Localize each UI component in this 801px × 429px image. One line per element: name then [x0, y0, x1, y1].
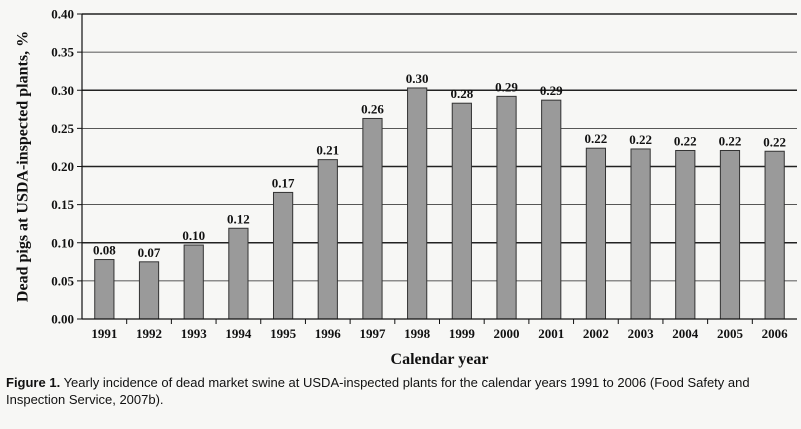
x-tick-label: 2006 — [762, 326, 789, 341]
x-tick-label: 1997 — [359, 326, 386, 341]
x-tick-label: 1993 — [181, 326, 208, 341]
bar-2000 — [496, 95, 517, 320]
data-label-2006: 0.22 — [763, 134, 786, 149]
y-tick-label: 0.10 — [51, 235, 74, 250]
bar-1993 — [183, 244, 204, 320]
x-tick-label: 1998 — [404, 326, 431, 341]
data-label-1998: 0.30 — [406, 71, 429, 86]
y-tick-label: 0.40 — [51, 7, 74, 22]
bar-2002 — [585, 147, 607, 320]
x-tick-label: 2001 — [538, 326, 564, 341]
y-tick-label: 0.20 — [51, 159, 74, 174]
figure-caption: Figure 1. Yearly incidence of dead marke… — [6, 374, 796, 408]
bar-2003 — [630, 148, 651, 320]
x-axis-title: Calendar year — [391, 351, 489, 368]
bar-1997 — [362, 117, 383, 320]
y-tick-label: 0.00 — [51, 312, 74, 327]
data-label-2004: 0.22 — [674, 133, 697, 148]
data-label-2005: 0.22 — [719, 133, 742, 148]
x-tick-label: 2002 — [583, 326, 609, 341]
x-tick-label: 1999 — [449, 326, 476, 341]
grid-lines — [82, 13, 797, 320]
x-tick-label: 2005 — [717, 326, 744, 341]
bar-1991 — [94, 259, 115, 320]
x-tick-label: 1991 — [91, 326, 117, 341]
bar-2006 — [764, 150, 785, 320]
x-tick-label: 2004 — [672, 326, 699, 341]
data-label-2003: 0.22 — [629, 132, 652, 147]
bar-1992 — [138, 261, 160, 320]
data-label-1997: 0.26 — [361, 101, 384, 116]
bar-series — [94, 87, 785, 320]
data-label-2000: 0.29 — [495, 79, 518, 94]
bar-1998 — [407, 87, 428, 320]
data-label-1999: 0.28 — [450, 86, 473, 101]
bar-2004 — [675, 149, 696, 320]
x-tick-label: 1992 — [136, 326, 162, 341]
y-tick-label: 0.35 — [51, 45, 74, 60]
bar-2005 — [719, 149, 741, 320]
data-labels: 0.08 0.07 0.10 0.12 0.17 0.21 0.26 0.30 0.28 0.29… — [93, 71, 786, 260]
x-tick-label: 2003 — [628, 326, 655, 341]
x-tick-label: 1994 — [225, 326, 252, 341]
data-label-2001: 0.29 — [540, 83, 563, 98]
bar-1996 — [317, 159, 338, 320]
figure-label: Figure 1. — [6, 375, 61, 390]
y-tick-label: 0.25 — [51, 121, 74, 136]
bar-1995 — [272, 191, 294, 320]
data-label-1994: 0.12 — [227, 211, 250, 226]
x-tick-label: 2000 — [494, 326, 520, 341]
bar-2001 — [541, 99, 562, 320]
data-label-1995: 0.17 — [272, 175, 295, 190]
axes: 0.00 0.05 0.10 0.15 0.20 0.25 0.30 0.35 0.40 1991… — [51, 7, 797, 341]
data-label-1991: 0.08 — [93, 243, 116, 258]
data-label-2002: 0.22 — [585, 131, 608, 146]
x-tick-label: 1995 — [270, 326, 297, 341]
figure-caption-text: Yearly incidence of dead market swine at… — [6, 375, 750, 407]
bar-chart: 0.08 0.07 0.10 0.12 0.17 0.21 0.26 0.30 0.28 0.29… — [15, 7, 797, 368]
data-label-1996: 0.21 — [316, 143, 339, 158]
x-tick-label: 1996 — [315, 326, 342, 341]
data-label-1992: 0.07 — [138, 245, 161, 260]
bar-1999 — [451, 102, 472, 320]
y-tick-label: 0.30 — [51, 83, 74, 98]
y-tick-label: 0.15 — [51, 197, 74, 212]
data-label-1993: 0.10 — [182, 228, 205, 243]
y-axis-title: Dead pigs at USDA-inspected plants, % — [15, 31, 32, 302]
y-tick-label: 0.05 — [51, 273, 74, 288]
bar-1994 — [228, 227, 249, 320]
